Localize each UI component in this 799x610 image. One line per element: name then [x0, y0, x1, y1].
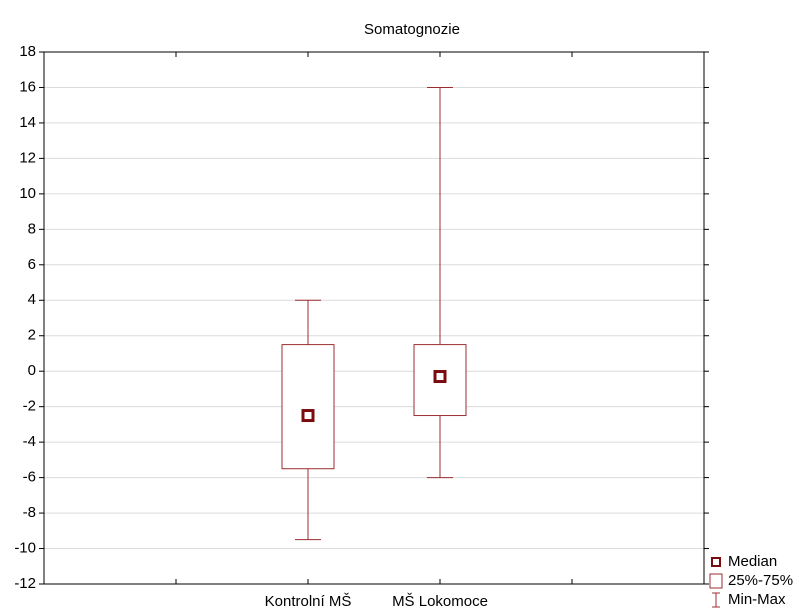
y-tick-label: 0	[28, 362, 36, 379]
y-tick-label: -4	[23, 433, 36, 450]
legend-label: Min-Max	[728, 591, 786, 608]
y-tick-label: -6	[23, 469, 36, 486]
plot-frame	[43, 51, 705, 585]
y-tick-label: 18	[19, 43, 36, 60]
y-tick-label: -2	[23, 398, 36, 415]
x-tick-label: MŠ Lokomoce	[392, 593, 488, 610]
legend-box-icon	[709, 573, 723, 589]
y-tick-label: 2	[28, 327, 36, 344]
box	[281, 344, 335, 470]
y-tick-label: 4	[28, 291, 36, 308]
y-tick-label: 8	[28, 220, 36, 237]
y-tick-label: 16	[19, 78, 36, 95]
y-tick-label: -10	[14, 540, 36, 557]
chart-title: Somatognozie	[364, 21, 460, 38]
y-tick-label: 10	[19, 185, 36, 202]
legend-label: 25%-75%	[728, 572, 793, 589]
x-tick-label: Kontrolní MŠ	[265, 593, 352, 610]
median-marker	[433, 370, 447, 384]
y-tick-label: 12	[19, 149, 36, 166]
legend-median-icon	[711, 557, 721, 567]
y-tick-label: -12	[14, 575, 36, 592]
median-marker	[301, 409, 315, 423]
legend-label: Median	[728, 553, 777, 570]
y-tick-label: -8	[23, 504, 36, 521]
y-tick-label: 6	[28, 256, 36, 273]
y-tick-label: 14	[19, 114, 36, 131]
